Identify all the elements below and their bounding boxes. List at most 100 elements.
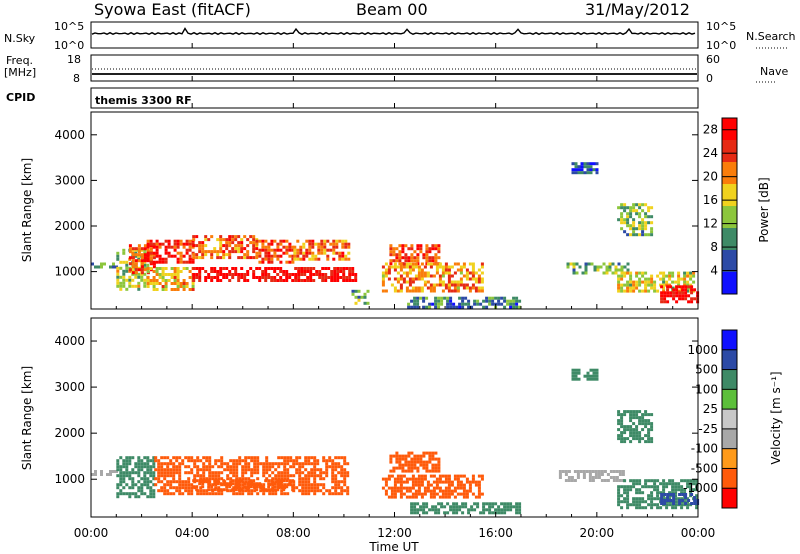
heatmap-cell (399, 274, 403, 278)
heatmap-cell (404, 457, 408, 461)
heatmap-cell (647, 221, 651, 225)
heatmap-cell (187, 477, 191, 481)
heatmap-cell (586, 162, 590, 166)
heatmap-cell (322, 492, 326, 496)
heatmap-cell (143, 281, 147, 285)
heatmap-cell (626, 500, 630, 504)
heatmap-cell (458, 508, 462, 512)
heatmap-cell (429, 492, 433, 496)
heatmap-cell (220, 471, 224, 475)
heatmap-cell (414, 286, 418, 290)
heatmap-cell (393, 277, 397, 281)
heatmap-cell (653, 286, 657, 290)
heatmap-cell (288, 260, 292, 264)
heatmap-cell (295, 459, 299, 463)
heatmap-cell (518, 511, 522, 515)
heatmap-cell (140, 271, 144, 275)
heatmap-cell (441, 495, 445, 499)
heatmap-cell (181, 462, 185, 466)
heatmap-cell (268, 474, 272, 478)
heatmap-cell (583, 162, 587, 166)
heatmap-cell (500, 511, 504, 515)
heatmap-cell (94, 265, 97, 269)
heatmap-cell (205, 492, 209, 496)
heatmap-cell (666, 294, 670, 298)
heatmap-cell (438, 277, 442, 281)
heatmap-cell (313, 471, 317, 475)
heatmap-cell (396, 277, 400, 281)
heatmap-cell (399, 483, 403, 487)
heatmap-cell (267, 260, 271, 264)
heatmap-cell (149, 239, 153, 243)
heatmap-cell (440, 505, 444, 509)
heatmap-cell (677, 283, 681, 287)
heatmap-cell (425, 460, 429, 464)
heatmap-cell (310, 456, 314, 460)
heatmap-cell (571, 377, 575, 381)
heatmap-cell (246, 244, 250, 248)
heatmap-cell (647, 289, 651, 293)
heatmap-cell (569, 262, 573, 266)
heatmap-cell (211, 474, 215, 478)
heatmap-cell (317, 257, 321, 261)
heatmap-cell (301, 492, 305, 496)
heatmap-cell (131, 483, 135, 487)
heatmap-cell (157, 477, 161, 481)
heatmap-cell (286, 471, 290, 475)
heatmap-cell (419, 247, 423, 251)
heatmap-cell (455, 502, 459, 506)
heatmap-cell (450, 283, 454, 287)
heatmap-cell (343, 474, 347, 478)
heatmap-cell (518, 299, 522, 303)
heatmap-cell (228, 250, 232, 254)
heatmap-cell (482, 511, 486, 515)
heatmap-cell (155, 248, 159, 252)
heatmap-cell (580, 162, 584, 166)
heatmap-cell (617, 485, 621, 489)
heatmap-cell (341, 245, 345, 249)
heatmap-cell (247, 456, 251, 460)
heatmap-cell (441, 289, 445, 293)
heatmap-cell (192, 273, 196, 276)
heatmap-cell (222, 253, 226, 257)
heatmap-cell (606, 473, 610, 476)
heatmap-cell (300, 267, 304, 270)
heatmap-cell (291, 273, 295, 276)
heatmap-cell (122, 462, 126, 466)
heatmap-cell (279, 260, 283, 264)
heatmap-cell (684, 297, 688, 301)
heatmap-cell (198, 267, 202, 270)
heatmap-cell (615, 476, 619, 479)
heatmap-cell (681, 285, 685, 289)
heatmap-cell (476, 502, 480, 506)
heatmap-cell (178, 474, 182, 478)
heatmap-cell (570, 479, 574, 482)
heatmap-cell (198, 244, 202, 248)
heatmap-cell (509, 299, 513, 303)
heatmap-cell (602, 262, 606, 266)
heatmap-cell (155, 267, 159, 270)
heatmap-cell (402, 265, 406, 269)
heatmap-cell (576, 473, 580, 476)
heatmap-cell (684, 496, 688, 499)
heatmap-cell (140, 268, 144, 272)
heatmap-cell (446, 305, 450, 309)
heatmap-cell (307, 477, 311, 481)
heatmap-cell (149, 486, 153, 490)
heatmap-cell (404, 244, 408, 248)
colorbar-tick-label: 8 (710, 240, 718, 254)
heatmap-cell (289, 456, 293, 460)
heatmap-cell (131, 480, 135, 484)
heatmap-cell (425, 253, 429, 257)
heatmap-cell (620, 440, 624, 444)
heatmap-cell (675, 288, 679, 292)
heatmap-cell (338, 239, 342, 243)
heatmap-cell (635, 212, 639, 216)
heatmap-cell (411, 492, 415, 496)
heatmap-cell (660, 285, 664, 289)
heatmap-cell (252, 485, 256, 489)
heatmap-cell (307, 486, 311, 490)
heatmap-cell (503, 305, 507, 309)
heatmap-cell (253, 465, 257, 469)
heatmap-cell (134, 492, 138, 496)
